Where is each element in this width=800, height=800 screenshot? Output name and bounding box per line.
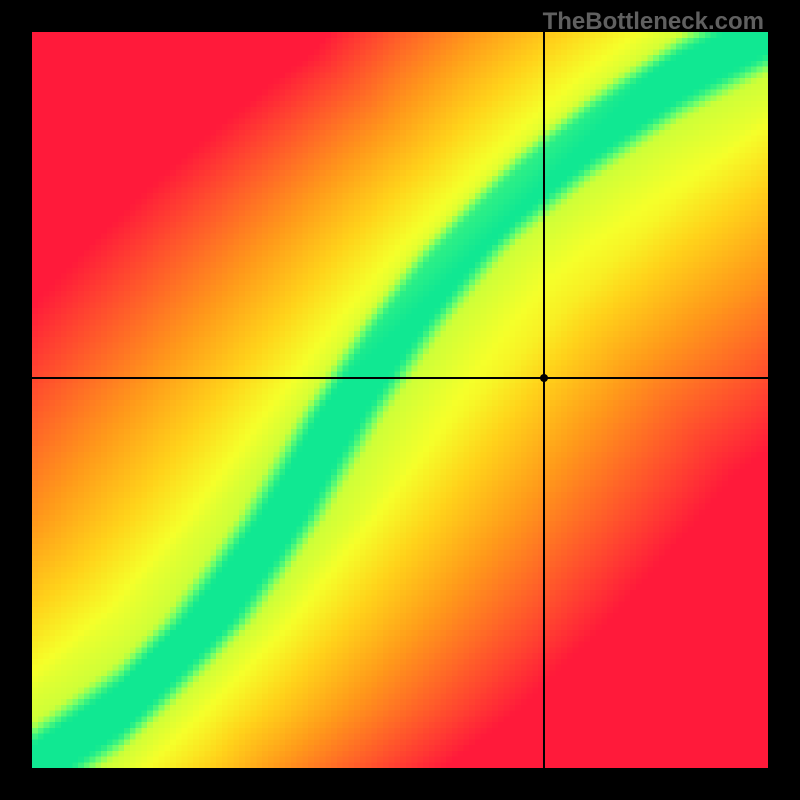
crosshair-horizontal <box>32 377 768 379</box>
marker-dot <box>540 374 548 382</box>
heatmap-canvas <box>32 32 768 768</box>
crosshair-vertical <box>543 32 545 768</box>
watermark-text: TheBottleneck.com <box>543 8 764 36</box>
chart-container: TheBottleneck.com <box>0 0 800 800</box>
